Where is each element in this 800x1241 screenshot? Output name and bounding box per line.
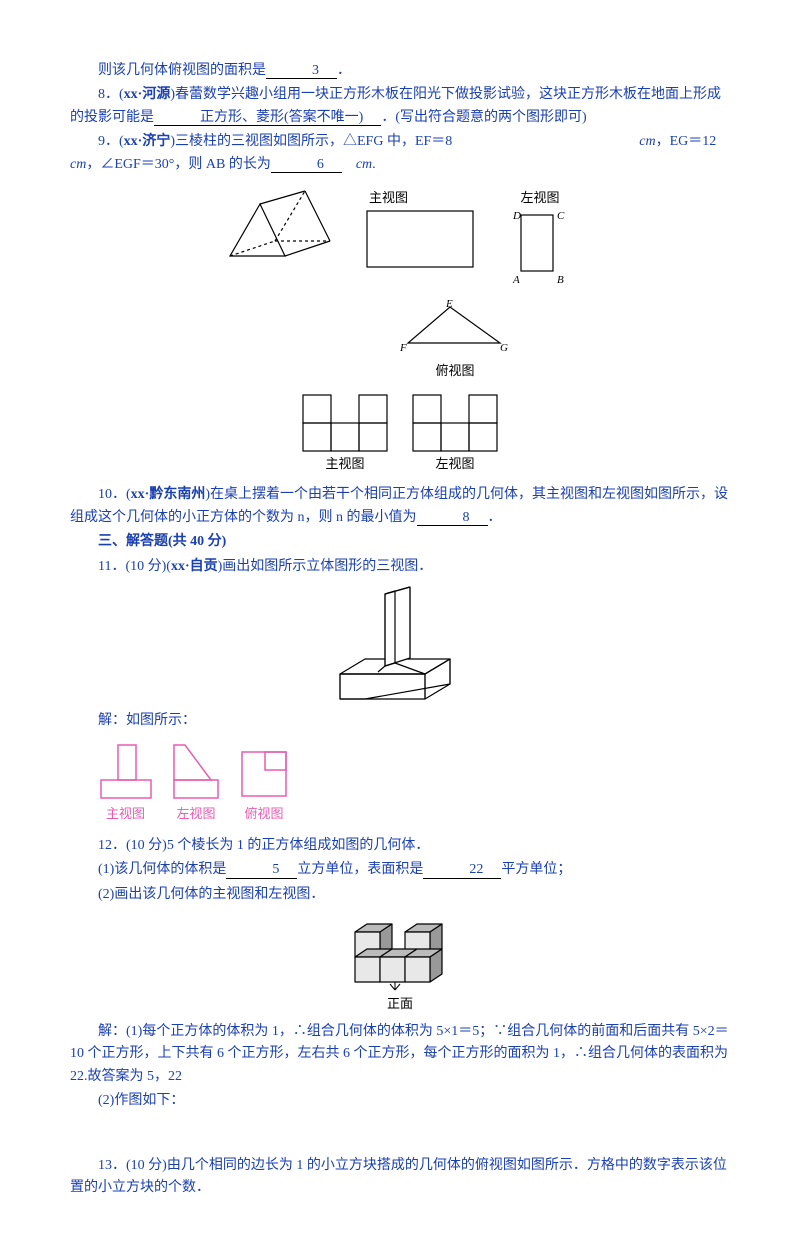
q12-1c: 平方单位； <box>501 862 571 877</box>
q9a: 9．( <box>98 134 124 149</box>
lbl-d: D <box>512 210 521 222</box>
q10-left-svg <box>410 392 500 452</box>
q11-left-svg <box>171 742 221 802</box>
q10-main-svg <box>300 392 390 452</box>
sec3-t: 三、解答题(共 40 分) <box>98 534 226 549</box>
q11b: )画出如图所示立体图形的三视图． <box>218 559 433 574</box>
q9c: ，EG＝12 <box>656 134 717 149</box>
q8c: ．(写出符合题意的两个图形即可) <box>381 110 586 125</box>
q9-top-view: E F G 俯视图 <box>70 299 730 382</box>
q11a: 11．(10 分)( <box>98 559 171 574</box>
main-svg <box>365 209 475 269</box>
q9d: ，∠EGF＝30°，则 AB 的长为 <box>86 157 271 172</box>
q8: 8．(xx·河源)春蕾数学兴趣小组用一块正方形木板在阳光下做投影试验，这块正方形… <box>70 84 730 129</box>
q12-1: (1)该几何体的体积是 5 立方单位，表面积是 22 平方单位； <box>70 859 730 881</box>
q12-sol2: (2)作图如下： <box>70 1090 730 1112</box>
q9-cm1: cm <box>639 134 655 149</box>
q9-cm1b: cm <box>70 157 86 172</box>
q11-main-v: 主视图 <box>98 742 153 825</box>
q11-top-lbl: 俯视图 <box>239 804 289 825</box>
q10-main: 主视图 <box>300 392 390 475</box>
q10a: 10．( <box>98 487 131 502</box>
q11-sol-lbl: 解：如图所示： <box>70 710 730 732</box>
q12-sol1: 解：(1)每个正方体的体积为 1，∴组合几何体的体积为 5×1＝5；∵组合几何体… <box>70 1021 730 1088</box>
left-view-fig: 左视图 D C A B <box>505 186 575 289</box>
svg-text:G: G <box>500 342 508 354</box>
q12-front-lbl: 正面 <box>340 994 460 1015</box>
q11-left-lbl: 左视图 <box>171 804 221 825</box>
q11-top-v: 俯视图 <box>239 742 289 825</box>
q10-fig: 主视图 左视图 <box>70 392 730 475</box>
q12-1f2: 22 <box>423 862 501 878</box>
q8a: 8．( <box>98 87 124 102</box>
q12-2: (2)画出该几何体的主视图和左视图． <box>70 884 730 906</box>
q10-main-lbl: 主视图 <box>300 454 390 475</box>
left-svg: D C A B <box>505 209 575 289</box>
q12-1f1: 5 <box>226 862 297 878</box>
q9-fig-row1: 主视图 左视图 D C A B <box>70 186 730 289</box>
q11-src: xx·自贡 <box>171 559 218 574</box>
lbl-c: C <box>557 210 565 222</box>
q10-fill: 8 <box>417 510 488 526</box>
main-view-fig: 主视图 <box>365 186 475 289</box>
prism-fig <box>225 186 335 289</box>
q11-left-v: 左视图 <box>171 742 221 825</box>
svg-text:F: F <box>400 342 407 354</box>
q10-left: 左视图 <box>410 392 500 475</box>
q11-views: 主视图 左视图 俯视图 <box>98 742 730 825</box>
q9-cm2: cm <box>356 157 372 172</box>
q8-fill: 正方形、菱形(答案不唯一) <box>154 110 381 126</box>
prism-svg <box>225 186 335 266</box>
lbl-a: A <box>512 274 520 286</box>
q12-fig: 正面 <box>70 912 730 1015</box>
top-svg: E F G <box>400 299 510 359</box>
t: 则该几何体俯视图的面积是 <box>98 63 266 78</box>
top-lbl: 俯视图 <box>400 361 510 382</box>
q10-left-lbl: 左视图 <box>410 454 500 475</box>
q12: 12．(10 分)5 个棱长为 1 的正方体组成如图的几何体． <box>70 835 730 857</box>
q13: 13．(10 分)由几个相同的边长为 1 的小立方块搭成的几何体的俯视图如图所示… <box>70 1155 730 1200</box>
svg-text:E: E <box>445 299 453 310</box>
q11: 11．(10 分)(xx·自贡)画出如图所示立体图形的三视图． <box>70 556 730 578</box>
q11-3d <box>330 584 470 704</box>
q9-src: xx·济宁 <box>124 134 171 149</box>
sec3: 三、解答题(共 40 分) <box>70 531 730 553</box>
ans-top: 3 <box>266 63 337 79</box>
q9-fill: 6 <box>271 157 342 173</box>
q11-main-lbl: 主视图 <box>98 804 153 825</box>
q11-main-svg <box>98 742 153 802</box>
lbl-b: B <box>557 274 564 286</box>
q9: 9．(xx·济宁)三棱柱的三视图如图所示，△EFG 中，EF＝8 cm，EG＝1… <box>70 131 730 176</box>
q11-fig <box>70 584 730 704</box>
q12-1b: 立方单位，表面积是 <box>297 862 423 877</box>
line-top: 则该几何体俯视图的面积是 3 ． <box>70 60 730 82</box>
q9b: )三棱柱的三视图如图所示，△EFG 中，EF＝8 <box>170 134 452 149</box>
q11-top-svg <box>239 742 289 802</box>
q10-src: xx·黔东南州 <box>131 487 206 502</box>
main-lbl-top: 主视图 <box>369 188 475 209</box>
q8-src: xx·河源 <box>124 87 171 102</box>
q12-svg <box>340 912 460 992</box>
left-lbl-top: 左视图 <box>505 188 575 209</box>
q10: 10．(xx·黔东南州)在桌上摆着一个由若干个相同正方体组成的几何体，其主视图和… <box>70 484 730 529</box>
q12-1a: (1)该几何体的体积是 <box>98 862 226 877</box>
